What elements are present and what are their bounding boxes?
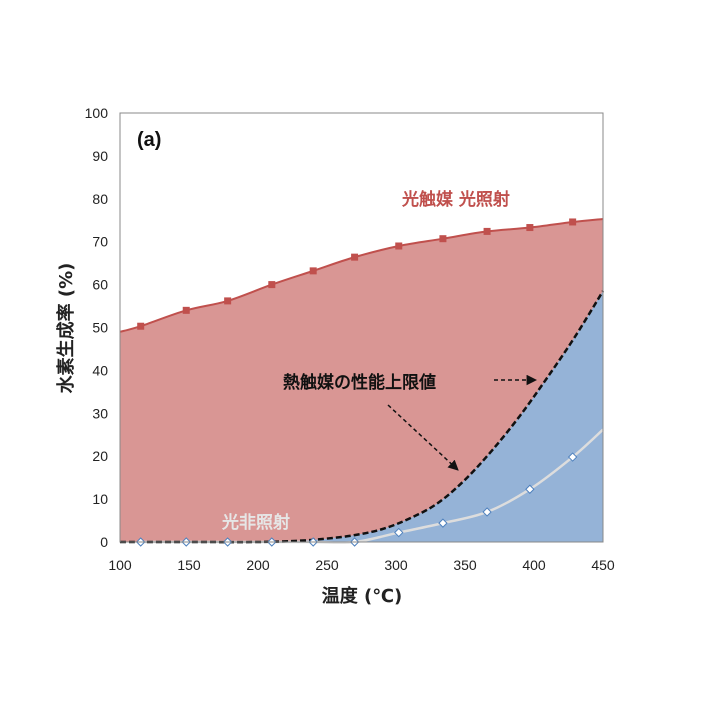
marker-photo-point	[395, 242, 403, 250]
marker-photo-point	[309, 267, 317, 275]
y-tick-label: 50	[92, 320, 108, 336]
marker-dark-point	[438, 518, 448, 528]
panel-label: (a)	[137, 129, 161, 151]
marker-photo-point	[137, 322, 145, 330]
marker-photo-point	[351, 253, 359, 261]
x-tick-label: 200	[246, 557, 270, 573]
y-tick-label: 30	[92, 405, 108, 421]
y-tick-label: 20	[92, 448, 108, 464]
marker-photo-point	[483, 227, 491, 235]
area-thermal-limit	[120, 291, 603, 543]
y-axis-title: 水素生成率 (%)	[55, 263, 77, 394]
marker-dark-point	[482, 507, 492, 517]
x-axis-title: 温度 (℃)	[322, 585, 403, 607]
y-tick-label: 40	[92, 362, 108, 378]
y-tick-label: 90	[92, 148, 108, 164]
x-tick-label: 450	[591, 557, 615, 573]
y-tick-label: 60	[92, 277, 108, 293]
marker-dark-point	[525, 484, 535, 494]
y-tick-labels: 0 10 20 30 40 50 60 70 80 90 100	[85, 105, 109, 550]
marker-dark-point	[394, 527, 404, 538]
x-tick-label: 150	[177, 557, 201, 573]
marker-photo-point	[268, 281, 276, 289]
y-tick-label: 80	[92, 191, 108, 207]
annotation-dark: 光非照射	[221, 512, 290, 533]
x-tick-label: 400	[522, 557, 546, 573]
marker-dark-point	[567, 452, 578, 462]
y-tick-label: 10	[92, 491, 108, 507]
annotation-limit: 熱触媒の性能上限値	[283, 372, 436, 393]
y-tick-label: 0	[100, 534, 108, 550]
annotation-photo: 光触媒 光照射	[401, 189, 510, 210]
marker-photo-point	[439, 235, 447, 243]
x-tick-label: 350	[453, 557, 477, 573]
annotation-arrow-down	[387, 404, 459, 471]
marker-photo-point	[182, 306, 190, 314]
x-tick-label: 100	[108, 557, 132, 573]
y-tick-label: 100	[85, 105, 109, 121]
marker-photo-point	[569, 218, 577, 226]
marker-photo-point	[526, 224, 534, 232]
x-tick-label: 300	[384, 557, 408, 573]
area-photo-irradiated	[120, 218, 603, 542]
area-layer	[120, 218, 603, 543]
line-thermal-limit	[119, 290, 605, 544]
x-tick-label: 250	[315, 557, 339, 573]
plot-frame	[119, 112, 604, 543]
marker-photo-point	[224, 297, 232, 305]
y-tick-label: 70	[92, 234, 108, 250]
x-tick-labels: 100 150 200 250 300 350 400 450	[108, 557, 615, 573]
